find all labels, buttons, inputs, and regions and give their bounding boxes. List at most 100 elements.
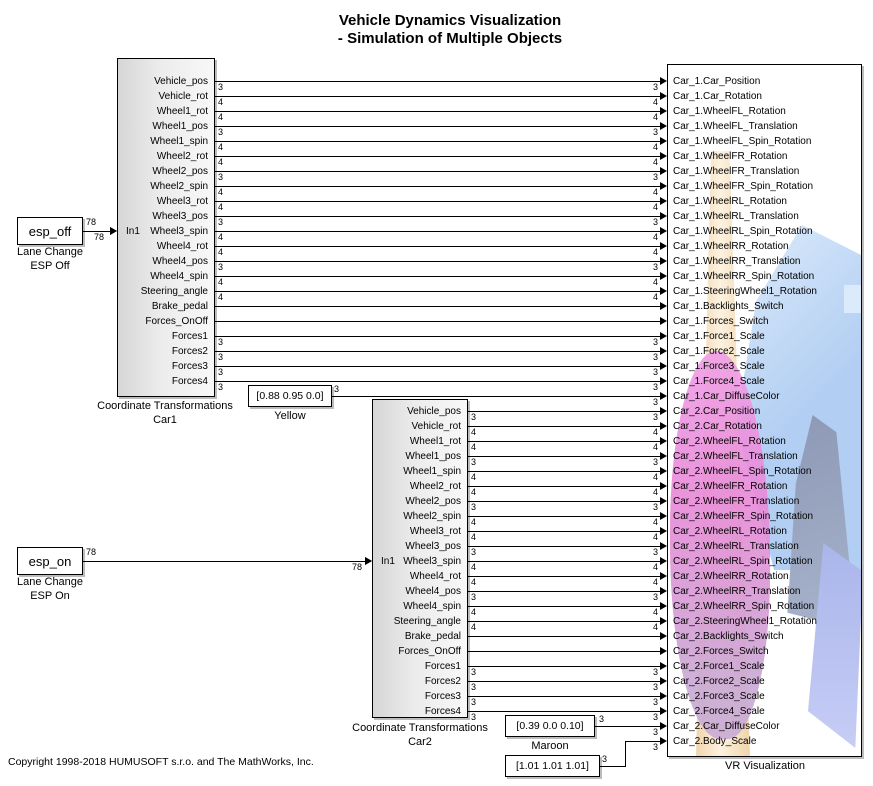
signal-line[interactable] — [468, 501, 660, 502]
signal-line[interactable] — [468, 531, 660, 532]
signal-line[interactable] — [215, 201, 660, 202]
coordinate-transformations-car2-block[interactable]: In1 Vehicle_pos Vehicle_rot Wheel1_rot Wheel… — [372, 399, 468, 718]
output-port-label: Forces4 — [171, 376, 208, 387]
car1-caption-line2: Car1 — [153, 414, 177, 426]
output-port-label: Wheel4_rot — [156, 241, 208, 252]
vr-input-label: Car_2.Force1_Scale — [673, 661, 765, 672]
signal-line[interactable] — [468, 636, 660, 637]
signal-line[interactable] — [468, 486, 660, 487]
signal-line[interactable] — [215, 216, 660, 217]
signal-line[interactable] — [468, 411, 660, 412]
signal-dimension-label: 3 — [652, 367, 658, 377]
signal-line[interactable] — [468, 651, 660, 652]
signal-dimension-label: 3 — [652, 742, 658, 752]
signal-line[interactable] — [468, 441, 660, 442]
maroon-constant-block[interactable]: [0.39 0.0 0.10] — [505, 715, 595, 737]
signal-line-segment[interactable] — [625, 741, 626, 767]
signal-line[interactable] — [215, 261, 660, 262]
body-scale-wire[interactable] — [625, 741, 660, 742]
signal-line[interactable] — [468, 546, 660, 547]
body-scale-constant-block[interactable]: [1.01 1.01 1.01] — [505, 755, 600, 777]
maroon-wire[interactable] — [595, 726, 660, 727]
arrowhead-icon — [660, 587, 667, 595]
signal-line[interactable] — [468, 591, 660, 592]
signal-line[interactable] — [468, 426, 660, 427]
signal-line[interactable] — [215, 171, 660, 172]
signal-line[interactable] — [215, 276, 660, 277]
vr-input-label: Car_2.WheelRR_Translation — [673, 586, 801, 597]
signal-line[interactable] — [215, 81, 660, 82]
car2-caption-line2: Car2 — [408, 736, 432, 748]
vr-visualization-block[interactable]: Car_1.Car_Position Car_1.Car_Rotation Car_… — [667, 64, 862, 757]
vr-input-label: Car_2.Car_Rotation — [673, 421, 762, 432]
signal-line[interactable] — [215, 366, 660, 367]
vr-input-label: Car_2.Backlights_Switch — [673, 631, 784, 642]
vr-input-label: Car_2.WheelRR_Spin_Rotation — [673, 601, 815, 612]
yellow-wire[interactable] — [332, 396, 660, 397]
signal-line[interactable] — [215, 336, 660, 337]
arrowhead-icon — [660, 422, 667, 430]
signal-line[interactable] — [215, 291, 660, 292]
signal-line[interactable] — [215, 231, 660, 232]
signal-dimension-label: 3 — [599, 714, 605, 724]
vr-input-label: Car_2.WheelFR_Spin_Rotation — [673, 511, 814, 522]
signal-line[interactable] — [215, 351, 660, 352]
signal-dimension-label: 3 — [652, 592, 658, 602]
signal-line[interactable] — [468, 621, 660, 622]
vr-input-label: Car_1.WheelRL_Translation — [673, 211, 799, 222]
yellow-constant-value: [0.88 0.95 0.0] — [256, 390, 324, 402]
signal-line[interactable] — [215, 321, 660, 322]
vr-input-label: Car_2.WheelRL_Rotation — [673, 526, 787, 537]
signal-line[interactable] — [215, 111, 660, 112]
signal-line[interactable] — [468, 681, 660, 682]
vr-input-label: Car_2.Force2_Scale — [673, 676, 765, 687]
arrowhead-icon — [660, 572, 667, 580]
signal-dimension-label: 4 — [471, 532, 477, 542]
signal-line[interactable] — [468, 666, 660, 667]
signal-line[interactable] — [215, 96, 660, 97]
signal-line[interactable] — [215, 141, 660, 142]
vr-input-label: Car_1.Car_Rotation — [673, 91, 762, 102]
output-port-label: Wheel2_spin — [403, 511, 461, 522]
arrowhead-icon — [365, 557, 372, 565]
arrowhead-icon — [660, 332, 667, 340]
esp-off-block[interactable]: esp_off — [17, 217, 83, 245]
arrowhead-icon — [660, 317, 667, 325]
arrowhead-icon — [660, 452, 667, 460]
signal-line[interactable] — [215, 126, 660, 127]
signal-line[interactable] — [215, 246, 660, 247]
signal-line[interactable] — [215, 186, 660, 187]
esp-on-block[interactable]: esp_on — [17, 547, 83, 575]
signal-dimension-label: 3 — [471, 502, 477, 512]
coordinate-transformations-car1-block[interactable]: In1 Vehicle_pos Vehicle_rot Wheel1_rot Wheel… — [117, 58, 215, 397]
signal-line[interactable] — [468, 516, 660, 517]
signal-line[interactable] — [215, 306, 660, 307]
esp-on-wire[interactable] — [83, 561, 365, 562]
signal-line[interactable] — [468, 561, 660, 562]
signal-dimension-label: 3 — [652, 547, 658, 557]
output-port-label: Wheel4_rot — [409, 571, 461, 582]
output-port-label: Wheel2_rot — [156, 151, 208, 162]
output-port-label: Forces3 — [171, 361, 208, 372]
signal-line[interactable] — [468, 471, 660, 472]
esp-on-caption-line1: Lane Change — [16, 576, 84, 588]
signal-line[interactable] — [468, 711, 660, 712]
signal-line[interactable] — [468, 606, 660, 607]
signal-dimension-label: 3 — [218, 217, 224, 227]
signal-line[interactable] — [468, 456, 660, 457]
signal-line[interactable] — [468, 696, 660, 697]
signal-dimension-label: 3 — [471, 667, 477, 677]
body-scale-wire[interactable] — [600, 766, 626, 767]
signal-line[interactable] — [215, 381, 660, 382]
signal-dimension-label: 4 — [471, 427, 477, 437]
arrowhead-icon — [660, 122, 667, 130]
esp-off-wire[interactable] — [83, 231, 110, 232]
arrowhead-icon — [660, 197, 667, 205]
arrowhead-icon — [660, 257, 667, 265]
signal-dimension-label: 3 — [218, 127, 224, 137]
signal-line[interactable] — [215, 156, 660, 157]
signal-dimension-label: 3 — [218, 382, 224, 392]
yellow-constant-block[interactable]: [0.88 0.95 0.0] — [248, 385, 332, 407]
output-port-label: Forces2 — [171, 346, 208, 357]
signal-line[interactable] — [468, 576, 660, 577]
